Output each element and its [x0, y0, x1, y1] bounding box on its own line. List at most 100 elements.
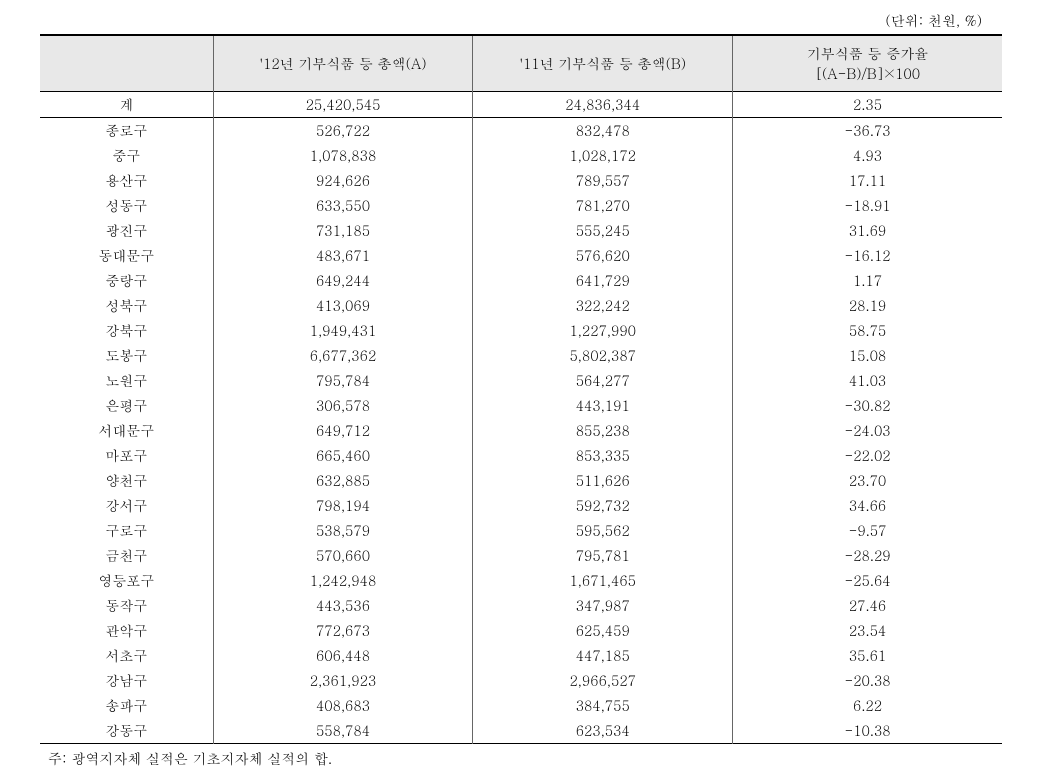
cell-label: 동작구 [40, 593, 213, 618]
cell-b: 511,626 [473, 468, 733, 493]
table-row: 강서구798,194592,73234.66 [40, 493, 1002, 518]
cell-b: 592,732 [473, 493, 733, 518]
cell-a: 649,244 [213, 268, 473, 293]
table-row: 성동구633,550781,270-18.91 [40, 193, 1002, 218]
cell-rate: -20.38 [733, 668, 1002, 693]
cell-a: 408,683 [213, 693, 473, 718]
table-row: 도봉구6,677,3625,802,38715.08 [40, 343, 1002, 368]
cell-b: 623,534 [473, 718, 733, 744]
header-rate-line1: 기부식품 등 증가율 [807, 43, 928, 63]
cell-rate: 4.93 [733, 143, 1002, 168]
table-row: 중구1,078,8381,028,1724.93 [40, 143, 1002, 168]
cell-a: 731,185 [213, 218, 473, 243]
cell-rate: 35.61 [733, 643, 1002, 668]
cell-label: 구로구 [40, 518, 213, 543]
cell-label: 광진구 [40, 218, 213, 243]
cell-label: 강서구 [40, 493, 213, 518]
header-label [40, 35, 213, 92]
cell-b: 443,191 [473, 393, 733, 418]
cell-b: 576,620 [473, 243, 733, 268]
cell-a: 649,712 [213, 418, 473, 443]
table-row: 동작구443,536347,98727.46 [40, 593, 1002, 618]
table-row: 중랑구649,244641,7291.17 [40, 268, 1002, 293]
cell-b: 853,335 [473, 443, 733, 468]
cell-label: 성동구 [40, 193, 213, 218]
cell-a: 6,677,362 [213, 343, 473, 368]
cell-label: 동대문구 [40, 243, 213, 268]
cell-a: 483,671 [213, 243, 473, 268]
cell-a: 558,784 [213, 718, 473, 744]
header-col-b: '11년 기부식품 등 총액(B) [473, 35, 733, 92]
header-col-rate: 기부식품 등 증가율 [(A-B)/B]×100 [733, 35, 1002, 92]
cell-label: 영등포구 [40, 568, 213, 593]
cell-rate: -30.82 [733, 393, 1002, 418]
cell-rate: 15.08 [733, 343, 1002, 368]
table-body: 계25,420,54524,836,3442.35종로구526,722832,4… [40, 92, 1002, 744]
cell-rate: 17.11 [733, 168, 1002, 193]
footnote: 주: 광역지자체 실적은 기초지자체 실적의 합. [40, 748, 1002, 768]
header-col-a: '12년 기부식품 등 총액(A) [213, 35, 473, 92]
table-header-row: '12년 기부식품 등 총액(A) '11년 기부식품 등 총액(B) 기부식품… [40, 35, 1002, 92]
cell-a: 795,784 [213, 368, 473, 393]
cell-label: 도봉구 [40, 343, 213, 368]
cell-b: 1,028,172 [473, 143, 733, 168]
cell-rate: -36.73 [733, 118, 1002, 144]
table-row: 관악구772,673625,45923.54 [40, 618, 1002, 643]
cell-rate: 58.75 [733, 318, 1002, 343]
table-row: 양천구632,885511,62623.70 [40, 468, 1002, 493]
cell-a: 1,242,948 [213, 568, 473, 593]
cell-b: 832,478 [473, 118, 733, 144]
cell-a: 772,673 [213, 618, 473, 643]
cell-rate: -22.02 [733, 443, 1002, 468]
cell-b: 595,562 [473, 518, 733, 543]
table-row: 마포구665,460853,335-22.02 [40, 443, 1002, 468]
table-row: 송파구408,683384,7556.22 [40, 693, 1002, 718]
cell-b: 2,966,527 [473, 668, 733, 693]
cell-label: 관악구 [40, 618, 213, 643]
cell-label: 은평구 [40, 393, 213, 418]
cell-a: 1,078,838 [213, 143, 473, 168]
table-row: 금천구570,660795,781-28.29 [40, 543, 1002, 568]
cell-b: 447,185 [473, 643, 733, 668]
cell-rate: 41.03 [733, 368, 1002, 393]
cell-b: 1,671,465 [473, 568, 733, 593]
cell-rate: -28.29 [733, 543, 1002, 568]
cell-label: 노원구 [40, 368, 213, 393]
cell-b: 555,245 [473, 218, 733, 243]
cell-b: 24,836,344 [473, 92, 733, 118]
cell-b: 322,242 [473, 293, 733, 318]
table-row: 은평구306,578443,191-30.82 [40, 393, 1002, 418]
table-row: 성북구413,069322,24228.19 [40, 293, 1002, 318]
table-row: 강북구1,949,4311,227,99058.75 [40, 318, 1002, 343]
cell-b: 625,459 [473, 618, 733, 643]
cell-rate: -16.12 [733, 243, 1002, 268]
cell-a: 1,949,431 [213, 318, 473, 343]
cell-b: 795,781 [473, 543, 733, 568]
cell-b: 384,755 [473, 693, 733, 718]
cell-rate: 2.35 [733, 92, 1002, 118]
cell-a: 570,660 [213, 543, 473, 568]
cell-rate: 34.66 [733, 493, 1002, 518]
cell-rate: 1.17 [733, 268, 1002, 293]
donation-table: '12년 기부식품 등 총액(A) '11년 기부식품 등 총액(B) 기부식품… [40, 34, 1002, 744]
cell-label: 종로구 [40, 118, 213, 144]
cell-rate: -9.57 [733, 518, 1002, 543]
cell-a: 924,626 [213, 168, 473, 193]
cell-label: 송파구 [40, 693, 213, 718]
cell-label: 강남구 [40, 668, 213, 693]
cell-rate: 28.19 [733, 293, 1002, 318]
cell-label: 강북구 [40, 318, 213, 343]
cell-a: 413,069 [213, 293, 473, 318]
table-row: 노원구795,784564,27741.03 [40, 368, 1002, 393]
cell-label: 중구 [40, 143, 213, 168]
cell-a: 306,578 [213, 393, 473, 418]
cell-b: 855,238 [473, 418, 733, 443]
table-row: 용산구924,626789,55717.11 [40, 168, 1002, 193]
cell-label: 금천구 [40, 543, 213, 568]
cell-label: 서초구 [40, 643, 213, 668]
cell-rate: -24.03 [733, 418, 1002, 443]
cell-a: 2,361,923 [213, 668, 473, 693]
table-row: 종로구526,722832,478-36.73 [40, 118, 1002, 144]
header-rate-line2: [(A-B)/B]×100 [815, 63, 920, 83]
cell-rate: 27.46 [733, 593, 1002, 618]
